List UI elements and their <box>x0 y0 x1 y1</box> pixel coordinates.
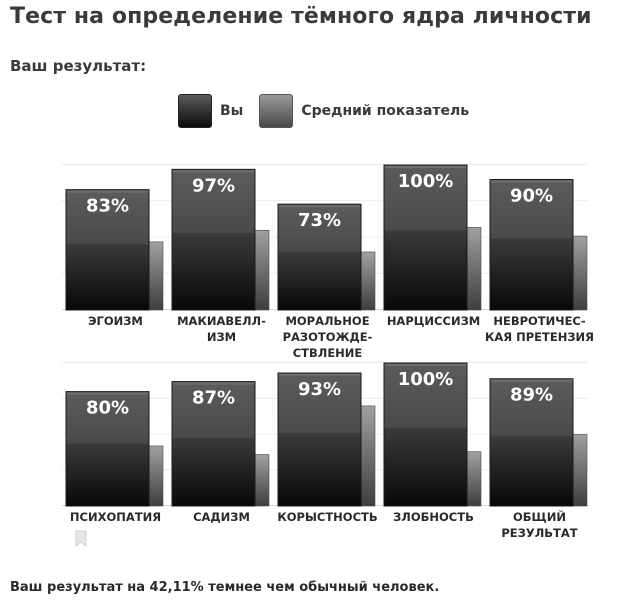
category-label: ИЗМ <box>207 330 236 344</box>
bar-average <box>148 241 164 311</box>
bar-you-highlight <box>279 205 360 208</box>
bar-average <box>572 434 588 507</box>
bar-you-highlight <box>491 180 572 183</box>
bar-value-label: 89% <box>510 385 553 406</box>
bar-average <box>360 405 376 507</box>
bar-value-label: 90% <box>510 186 553 207</box>
bar-you <box>489 378 574 507</box>
bar-average <box>466 451 482 507</box>
bar-you <box>171 168 256 311</box>
chart-labels: 83% ЭГОИЗМ 97% МАКИАВЕЛЛ- ИЗМ 73% МОРАЛЬНОЕ РАЗ… <box>70 171 594 540</box>
bar-you-highlight <box>67 190 148 193</box>
bar-you <box>383 362 468 507</box>
page-title: Тест на определение тёмного ядра личност… <box>10 4 592 29</box>
legend-label-average: Средний показатель <box>301 103 470 119</box>
bar-value-label: 93% <box>298 379 341 400</box>
category-label: РАЗОТОЖДЕ- <box>283 330 373 344</box>
bar-you <box>383 164 468 311</box>
bar-you <box>65 189 150 311</box>
category-label: МАКИАВЕЛЛ- <box>177 314 266 328</box>
bar-you <box>277 372 362 507</box>
bar-you-highlight <box>173 382 254 385</box>
bookmark-icon[interactable] <box>66 528 96 550</box>
bar-average <box>254 229 270 311</box>
category-label: КАЯ ПРЕТЕНЗИЯ <box>485 330 594 344</box>
chart-bars <box>65 164 588 507</box>
bar-you <box>489 179 574 311</box>
legend-label-you: Вы <box>220 103 244 119</box>
bar-you-highlight <box>385 166 466 168</box>
bar-you-highlight <box>67 392 148 395</box>
category-label: СТВЛЕНИЕ <box>293 346 363 360</box>
bar-you <box>65 391 150 507</box>
bar-you <box>277 203 362 311</box>
bar-value-label: 80% <box>86 398 129 419</box>
category-label: КОРЫСТНОСТЬ <box>277 510 377 524</box>
bar-average <box>254 454 270 507</box>
bar-you-highlight <box>173 170 254 173</box>
bar-value-label: 100% <box>398 369 454 390</box>
bar-value-label: 83% <box>86 196 129 217</box>
category-label: РЕЗУЛЬТАТ <box>501 526 577 540</box>
category-label: НЕВРОТИЧЕС- <box>493 314 586 328</box>
bar-value-label: 97% <box>192 175 235 196</box>
bar-average <box>148 445 164 507</box>
bar-average <box>466 227 482 311</box>
bar-you-highlight <box>385 364 466 366</box>
bar-average <box>360 251 376 311</box>
bar-value-label: 87% <box>192 388 235 409</box>
bar-value-label: 73% <box>298 210 341 231</box>
bar-average <box>572 235 588 311</box>
result-summary: Ваш результат на 42,11% темнее чем обычн… <box>10 580 440 595</box>
category-label: ЭГОИЗМ <box>88 314 143 328</box>
category-label: ЗЛОБНОСТЬ <box>393 510 474 524</box>
bar-you-highlight <box>491 379 572 382</box>
bar-you <box>171 381 256 507</box>
category-label: САДИЗМ <box>193 510 250 524</box>
chart-legend: Вы Средний показатель <box>178 93 469 129</box>
category-label: ПСИХОПАТИЯ <box>70 510 161 524</box>
category-label: НАРЦИССИЗМ <box>387 314 480 328</box>
bar-you-highlight <box>279 374 360 377</box>
result-subtitle: Ваш результат: <box>10 57 147 75</box>
legend-swatch-average <box>259 94 294 128</box>
bar-value-label: 100% <box>398 171 454 192</box>
category-label: ОБЩИЙ <box>513 509 566 524</box>
legend-swatch-you <box>178 94 212 128</box>
category-label: МОРАЛЬНОЕ <box>285 314 369 328</box>
